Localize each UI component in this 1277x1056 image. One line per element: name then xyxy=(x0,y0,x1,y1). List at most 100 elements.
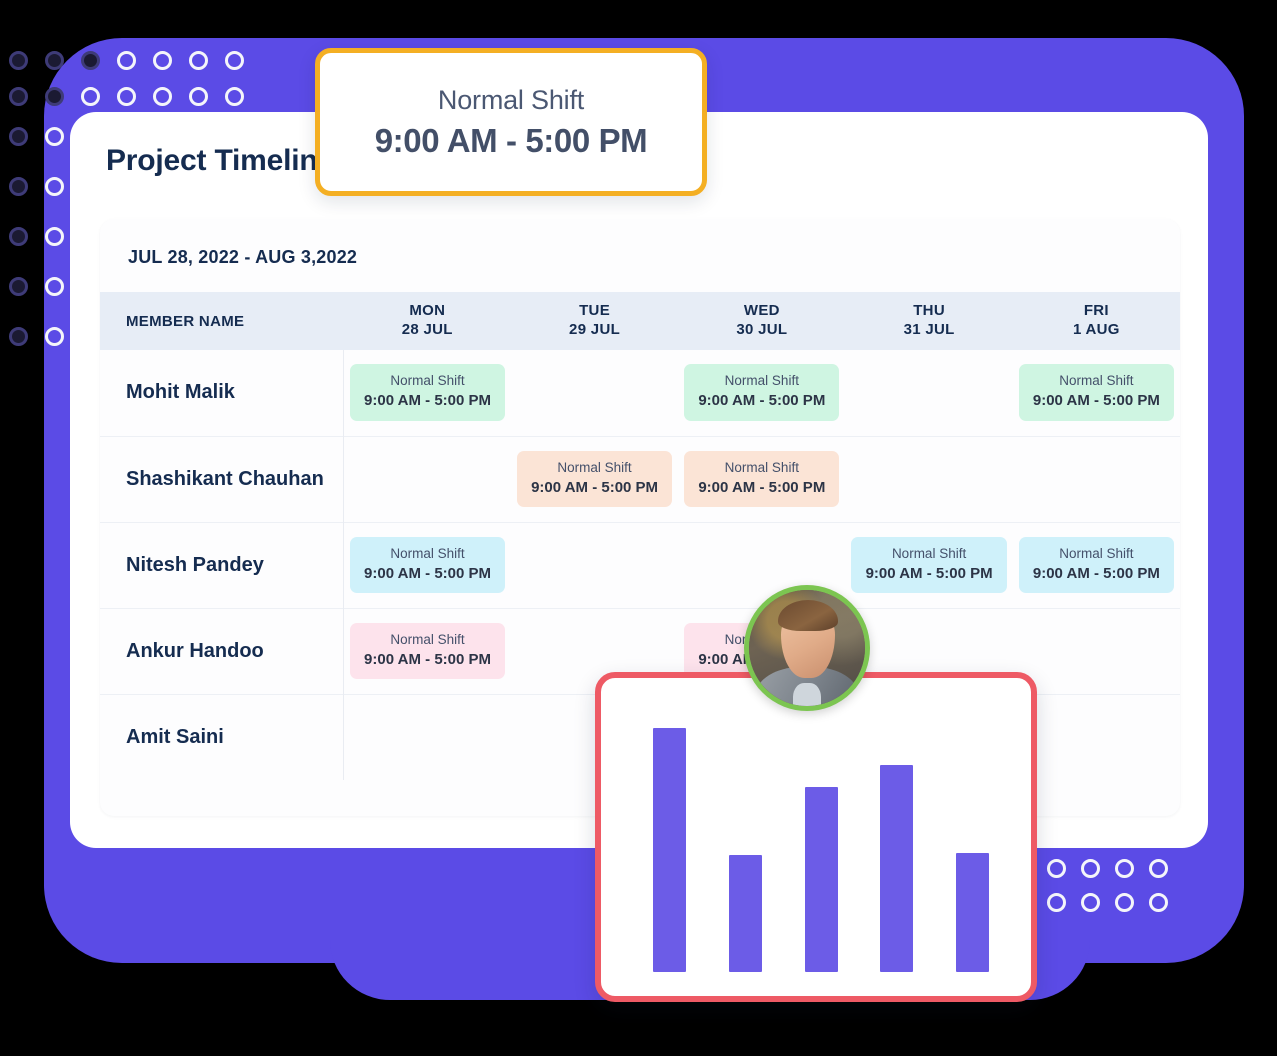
shift-cell[interactable] xyxy=(845,436,1012,522)
dot-icon xyxy=(216,42,252,78)
column-date: 31 JUL xyxy=(903,321,955,338)
shift-cell[interactable]: Normal Shift 9:00 AM - 5:00 PM xyxy=(344,608,511,694)
column-dow: MON xyxy=(409,302,446,320)
dot-icon xyxy=(0,318,36,354)
decorative-dot-grid-top-left xyxy=(0,42,252,114)
dot-icon xyxy=(36,78,72,114)
avatar-photo xyxy=(749,590,865,706)
dot-icon xyxy=(1072,884,1108,920)
dot-icon xyxy=(1072,850,1108,886)
shift-chip[interactable]: Normal Shift 9:00 AM - 5:00 PM xyxy=(684,450,840,508)
shift-cell[interactable] xyxy=(1013,608,1180,694)
shift-cell[interactable]: Normal Shift 9:00 AM - 5:00 PM xyxy=(845,522,1012,608)
table-row: Nitesh Pandey Normal Shift 9:00 AM - 5:00 … xyxy=(100,522,1180,608)
dot-icon xyxy=(0,268,36,304)
column-date: 30 JUL xyxy=(736,321,788,338)
shift-chip[interactable]: Normal Shift 9:00 AM - 5:00 PM xyxy=(851,536,1007,594)
column-header-mon[interactable]: MON 28 JUL xyxy=(344,292,511,350)
dot-icon xyxy=(0,218,36,254)
shift-chip[interactable]: Normal Shift 9:00 AM - 5:00 PM xyxy=(684,364,840,422)
shift-cell[interactable] xyxy=(1013,436,1180,522)
shift-chip[interactable]: Normal Shift 9:00 AM - 5:00 PM xyxy=(1018,364,1174,422)
column-header-member-name: MEMBER NAME xyxy=(126,312,245,330)
dot-icon xyxy=(144,78,180,114)
shift-chip-time: 9:00 AM - 5:00 PM xyxy=(531,478,659,496)
dot-icon xyxy=(108,42,144,78)
shift-tooltip-popup[interactable]: Normal Shift 9:00 AM - 5:00 PM xyxy=(315,48,707,196)
shift-chip-title: Normal Shift xyxy=(891,545,967,561)
member-name-cell: Ankur Handoo xyxy=(100,608,345,694)
dot-icon xyxy=(36,318,72,354)
column-header-wed[interactable]: WED 30 JUL xyxy=(678,292,845,350)
column-header-tue[interactable]: TUE 29 JUL xyxy=(511,292,678,350)
dot-icon xyxy=(36,268,72,304)
shift-chip-title: Normal Shift xyxy=(724,459,799,475)
dot-icon xyxy=(72,42,108,78)
dot-icon xyxy=(1140,850,1176,886)
tooltip-shift-name: Normal Shift xyxy=(437,84,585,115)
avatar[interactable] xyxy=(744,585,870,711)
member-name-cell: Nitesh Pandey xyxy=(100,522,345,608)
bar-chart-plot xyxy=(653,704,989,972)
table-row: Mohit Malik Normal Shift 9:00 AM - 5:00 PM… xyxy=(100,350,1180,436)
shift-chip[interactable]: Normal Shift 9:00 AM - 5:00 PM xyxy=(350,536,505,594)
chart-bar xyxy=(804,786,838,972)
column-header-thu[interactable]: THU 31 JUL xyxy=(845,292,1012,350)
decorative-dot-grid-left xyxy=(0,118,72,368)
shift-chip-title: Normal Shift xyxy=(1059,545,1134,561)
chart-bar xyxy=(728,855,762,972)
avatar-hair xyxy=(778,600,839,631)
dot-icon xyxy=(180,78,216,114)
dot-icon xyxy=(1038,850,1074,886)
dot-icon xyxy=(0,78,36,114)
column-header-fri[interactable]: FRI 1 AUG xyxy=(1013,292,1180,350)
table-row: Shashikant Chauhan Normal Shift 9:00 AM - … xyxy=(100,436,1180,522)
shift-chip-title: Normal Shift xyxy=(390,545,465,561)
shift-cell[interactable] xyxy=(344,436,511,522)
shift-cell[interactable]: Normal Shift 9:00 AM - 5:00 PM xyxy=(344,350,511,436)
shift-chip-title: Normal Shift xyxy=(557,459,632,475)
shift-cell[interactable] xyxy=(845,350,1012,436)
column-dow: FRI xyxy=(1083,302,1109,320)
shift-cell[interactable] xyxy=(344,694,511,780)
shift-cell[interactable]: Normal Shift 9:00 AM - 5:00 PM xyxy=(1013,350,1180,436)
column-dow: TUE xyxy=(579,302,610,320)
dot-icon xyxy=(72,78,108,114)
shift-cell[interactable] xyxy=(1013,694,1180,780)
page-title: Project Timeline xyxy=(106,144,334,177)
dot-icon xyxy=(1106,850,1142,886)
dot-icon xyxy=(108,78,144,114)
column-dow: THU xyxy=(913,302,945,320)
shift-cell[interactable]: Normal Shift 9:00 AM - 5:00 PM xyxy=(678,436,845,522)
shift-cell[interactable] xyxy=(511,522,678,608)
shift-chip-time: 9:00 AM - 5:00 PM xyxy=(1032,564,1160,582)
chart-bar xyxy=(880,764,914,972)
bar-chart-card[interactable] xyxy=(595,672,1037,1002)
shift-chip-title: Normal Shift xyxy=(390,373,465,389)
column-date: 28 JUL xyxy=(401,321,453,338)
dot-icon xyxy=(36,118,72,154)
column-dow: WED xyxy=(743,302,780,320)
dot-icon xyxy=(36,218,72,254)
column-date: 1 AUG xyxy=(1072,321,1120,338)
shift-chip-time: 9:00 AM - 5:00 PM xyxy=(698,478,826,496)
dot-icon xyxy=(36,42,72,78)
shift-chip-time: 9:00 AM - 5:00 PM xyxy=(364,564,492,582)
shift-cell[interactable]: Normal Shift 9:00 AM - 5:00 PM xyxy=(344,522,511,608)
shift-cell[interactable]: Normal Shift 9:00 AM - 5:00 PM xyxy=(678,350,845,436)
shift-cell[interactable]: Normal Shift 9:00 AM - 5:00 PM xyxy=(1013,522,1180,608)
shift-chip[interactable]: Normal Shift 9:00 AM - 5:00 PM xyxy=(516,450,673,508)
dot-icon xyxy=(0,42,36,78)
shift-cell[interactable] xyxy=(511,350,678,436)
dot-icon xyxy=(1038,884,1074,920)
shift-chip[interactable]: Normal Shift 9:00 AM - 5:00 PM xyxy=(350,364,505,422)
shift-chip[interactable]: Normal Shift 9:00 AM - 5:00 PM xyxy=(1018,536,1174,594)
decorative-dot-grid-bottom-right xyxy=(1038,850,1174,918)
shift-chip-time: 9:00 AM - 5:00 PM xyxy=(1032,392,1160,410)
date-range-label: JUL 28, 2022 - AUG 3,2022 xyxy=(128,247,358,267)
member-name-cell: Mohit Malik xyxy=(100,350,345,436)
shift-chip[interactable]: Normal Shift 9:00 AM - 5:00 PM xyxy=(350,622,505,680)
column-date: 29 JUL xyxy=(569,321,621,338)
shift-cell[interactable]: Normal Shift 9:00 AM - 5:00 PM xyxy=(511,436,678,522)
